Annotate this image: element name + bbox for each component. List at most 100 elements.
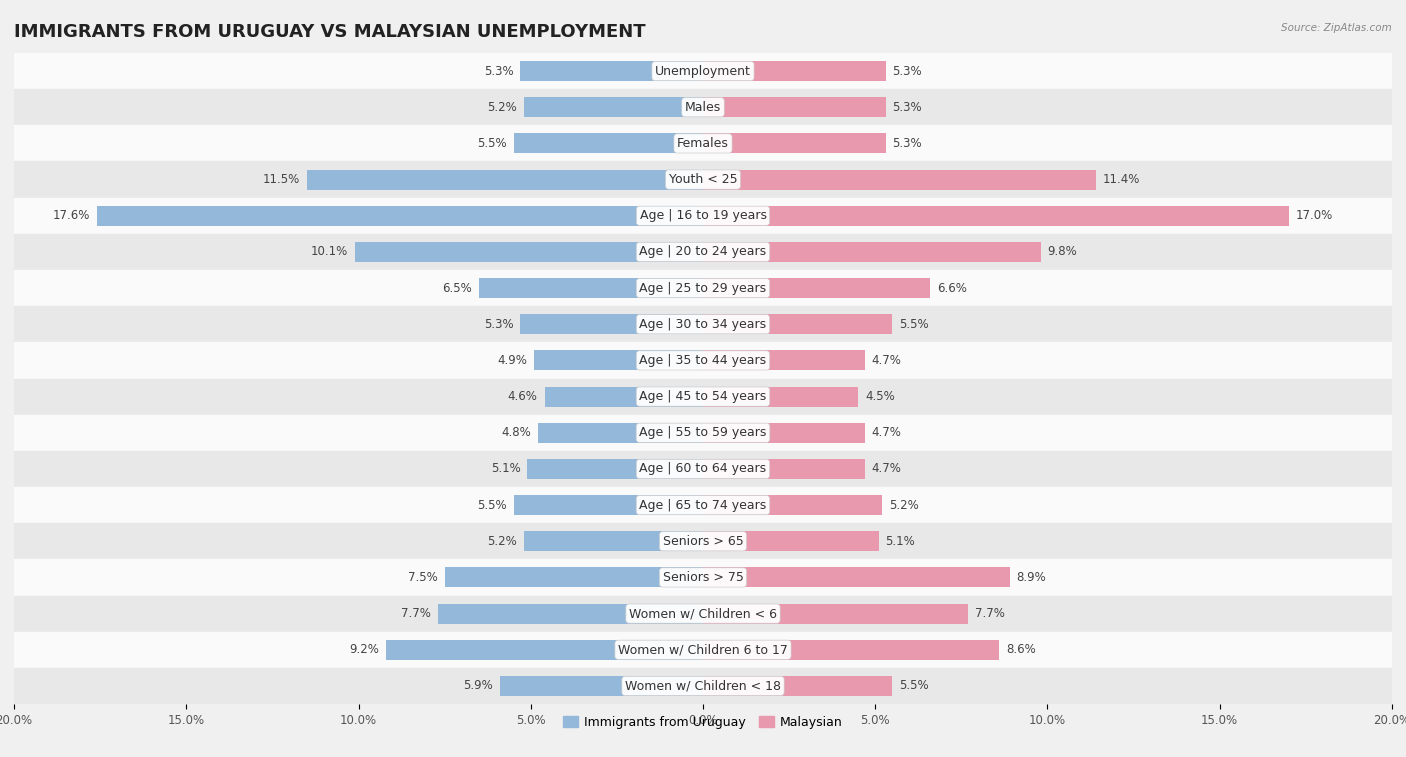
Bar [703, 170, 1095, 189]
Bar [703, 495, 882, 515]
Bar [14, 523, 1392, 559]
Bar [544, 387, 703, 407]
Text: Women w/ Children 6 to 17: Women w/ Children 6 to 17 [619, 643, 787, 656]
Text: Age | 30 to 34 years: Age | 30 to 34 years [640, 318, 766, 331]
Bar [387, 640, 703, 659]
Text: 5.3%: 5.3% [893, 101, 922, 114]
Bar [14, 234, 1392, 270]
Text: 4.5%: 4.5% [865, 390, 894, 403]
Bar [524, 531, 703, 551]
Text: 9.2%: 9.2% [349, 643, 380, 656]
Text: 5.3%: 5.3% [893, 137, 922, 150]
Text: 17.0%: 17.0% [1295, 209, 1333, 223]
Bar [479, 278, 703, 298]
Bar [499, 676, 703, 696]
Bar [14, 198, 1392, 234]
Text: Seniors > 75: Seniors > 75 [662, 571, 744, 584]
Text: Age | 35 to 44 years: Age | 35 to 44 years [640, 354, 766, 367]
Bar [14, 631, 1392, 668]
Text: 7.5%: 7.5% [408, 571, 437, 584]
Text: 5.5%: 5.5% [900, 680, 929, 693]
Text: 5.1%: 5.1% [886, 534, 915, 548]
Bar [437, 603, 703, 624]
Text: 9.8%: 9.8% [1047, 245, 1077, 258]
Bar [534, 350, 703, 370]
Bar [14, 53, 1392, 89]
Bar [14, 451, 1392, 487]
Text: Age | 25 to 29 years: Age | 25 to 29 years [640, 282, 766, 294]
Text: 10.1%: 10.1% [311, 245, 349, 258]
Text: 5.2%: 5.2% [488, 534, 517, 548]
Text: 6.6%: 6.6% [938, 282, 967, 294]
Text: 7.7%: 7.7% [401, 607, 430, 620]
Bar [524, 98, 703, 117]
Bar [444, 568, 703, 587]
Bar [703, 459, 865, 479]
Text: 4.6%: 4.6% [508, 390, 537, 403]
Bar [703, 531, 879, 551]
Text: 5.2%: 5.2% [488, 101, 517, 114]
Text: Women w/ Children < 18: Women w/ Children < 18 [626, 680, 780, 693]
Text: 7.7%: 7.7% [976, 607, 1005, 620]
Bar [520, 61, 703, 81]
Text: 5.5%: 5.5% [900, 318, 929, 331]
Text: 8.9%: 8.9% [1017, 571, 1046, 584]
Bar [14, 487, 1392, 523]
Text: 8.6%: 8.6% [1007, 643, 1036, 656]
Text: Females: Females [678, 137, 728, 150]
Bar [703, 98, 886, 117]
Bar [703, 133, 886, 154]
Text: Age | 16 to 19 years: Age | 16 to 19 years [640, 209, 766, 223]
Text: Age | 65 to 74 years: Age | 65 to 74 years [640, 499, 766, 512]
Bar [703, 676, 893, 696]
Bar [14, 270, 1392, 306]
Text: 4.9%: 4.9% [498, 354, 527, 367]
Bar [14, 161, 1392, 198]
Bar [97, 206, 703, 226]
Bar [703, 640, 1000, 659]
Bar [703, 61, 886, 81]
Text: 4.7%: 4.7% [872, 354, 901, 367]
Bar [513, 133, 703, 154]
Bar [703, 387, 858, 407]
Text: 5.1%: 5.1% [491, 463, 520, 475]
Bar [703, 278, 931, 298]
Text: 4.7%: 4.7% [872, 463, 901, 475]
Text: Youth < 25: Youth < 25 [669, 173, 737, 186]
Bar [14, 306, 1392, 342]
Text: 5.5%: 5.5% [477, 499, 506, 512]
Bar [703, 423, 865, 443]
Bar [527, 459, 703, 479]
Text: 4.7%: 4.7% [872, 426, 901, 439]
Bar [703, 206, 1289, 226]
Bar [14, 126, 1392, 161]
Text: 5.9%: 5.9% [463, 680, 494, 693]
Bar [14, 89, 1392, 126]
Bar [703, 314, 893, 334]
Bar [14, 596, 1392, 631]
Bar [307, 170, 703, 189]
Bar [513, 495, 703, 515]
Text: Age | 45 to 54 years: Age | 45 to 54 years [640, 390, 766, 403]
Text: 11.5%: 11.5% [263, 173, 299, 186]
Text: Unemployment: Unemployment [655, 64, 751, 77]
Bar [703, 242, 1040, 262]
Bar [356, 242, 703, 262]
Text: Age | 20 to 24 years: Age | 20 to 24 years [640, 245, 766, 258]
Text: 6.5%: 6.5% [443, 282, 472, 294]
Text: 4.8%: 4.8% [501, 426, 531, 439]
Text: 17.6%: 17.6% [52, 209, 90, 223]
Text: Age | 55 to 59 years: Age | 55 to 59 years [640, 426, 766, 439]
Bar [537, 423, 703, 443]
Bar [14, 342, 1392, 378]
Legend: Immigrants from Uruguay, Malaysian: Immigrants from Uruguay, Malaysian [558, 711, 848, 734]
Text: 5.3%: 5.3% [484, 318, 513, 331]
Text: Age | 60 to 64 years: Age | 60 to 64 years [640, 463, 766, 475]
Text: 5.3%: 5.3% [484, 64, 513, 77]
Bar [14, 668, 1392, 704]
Text: Seniors > 65: Seniors > 65 [662, 534, 744, 548]
Bar [14, 378, 1392, 415]
Bar [14, 415, 1392, 451]
Bar [703, 350, 865, 370]
Text: 5.3%: 5.3% [893, 64, 922, 77]
